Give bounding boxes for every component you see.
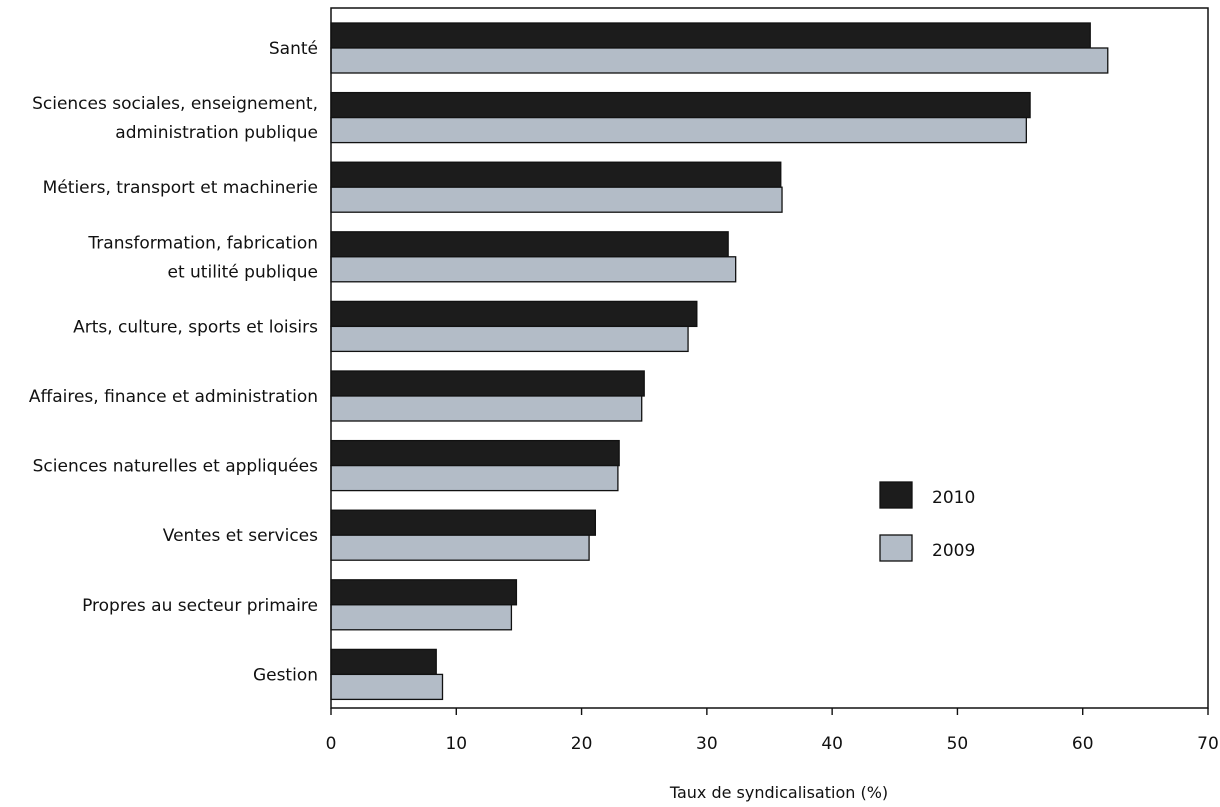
plot-frame: [330, 7, 1209, 709]
x-tick-label-3: 30: [696, 734, 718, 754]
category-label-6-0: Sciences naturelles et appliquées: [33, 457, 318, 477]
legend-swatch-2010: [879, 481, 913, 509]
bars-layer: [330, 22, 1109, 701]
x-tick-label-6: 60: [1072, 734, 1094, 754]
category-labels: Santé Sciences sociales, enseignement, adm…: [29, 39, 318, 685]
bar-2009-1: [330, 116, 1027, 144]
bar-2010-7: [330, 509, 597, 536]
x-tick-label-2: 20: [571, 734, 593, 754]
bar-2010-0: [330, 22, 1091, 49]
category-label-7-0: Ventes et services: [163, 526, 318, 546]
x-tick-label-1: 10: [445, 734, 467, 754]
bar-2009-3: [330, 256, 737, 283]
bar-2009-0: [330, 47, 1109, 74]
legend-label-2010: 2010: [932, 488, 975, 508]
category-label-3-0: Transformation, fabrication: [87, 233, 318, 253]
category-label-0-0: Santé: [269, 39, 318, 59]
category-label-8-0: Propres au secteur primaire: [82, 596, 318, 616]
bar-2010-5: [330, 370, 645, 397]
category-label-9-0: Gestion: [253, 665, 318, 685]
x-tick-label-7: 70: [1197, 734, 1219, 754]
bar-2009-5: [330, 395, 643, 422]
x-tick-label-4: 40: [821, 734, 843, 754]
bar-2010-3: [330, 231, 729, 258]
bar-2010-4: [330, 300, 698, 328]
category-label-2-0: Métiers, transport et machinerie: [43, 178, 318, 198]
bar-2009-2: [330, 186, 783, 213]
bar-2010-1: [330, 91, 1031, 119]
category-label-4-0: Arts, culture, sports et loisirs: [73, 317, 318, 337]
bar-2009-8: [330, 604, 513, 631]
bar-2009-4: [330, 325, 689, 353]
x-axis-title: Taux de syndicalisation (%): [669, 783, 888, 802]
bar-2010-8: [330, 579, 518, 606]
axis-layer: [330, 7, 1209, 709]
bar-2010-9: [330, 648, 437, 676]
bar-2009-9: [330, 673, 444, 701]
bar-2010-2: [330, 161, 782, 188]
x-tick-labels: 0 10 20 30 40 50 60 70: [326, 708, 1219, 754]
category-label-1-0: Sciences sociales, enseignement,: [32, 94, 318, 114]
legend-label-2009: 2009: [932, 541, 975, 561]
bar-2010-6: [330, 439, 620, 467]
bar-2009-7: [330, 534, 590, 561]
x-tick-label-5: 50: [947, 734, 969, 754]
x-tick-label-0: 0: [326, 734, 337, 754]
category-label-3-1: et utilité publique: [168, 262, 319, 282]
legend: 2010 2009: [879, 481, 975, 562]
legend-swatch-2009: [879, 534, 913, 562]
category-label-5-0: Affaires, finance et administration: [29, 387, 318, 407]
bar-2009-6: [330, 464, 619, 492]
category-label-1-1: administration publique: [115, 123, 318, 143]
